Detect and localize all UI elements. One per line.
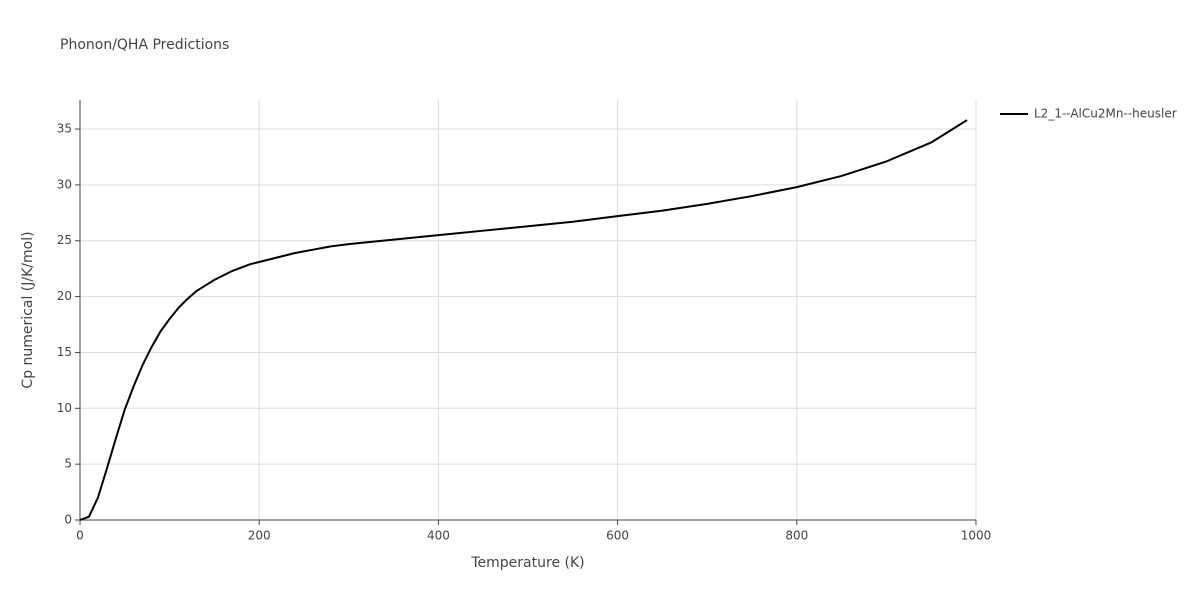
y-tick-label: 20 bbox=[57, 289, 72, 303]
y-tick-label: 30 bbox=[57, 177, 72, 191]
y-tick-label: 15 bbox=[57, 345, 72, 359]
x-axis-label: Temperature (K) bbox=[470, 555, 584, 571]
x-tick-label: 1000 bbox=[961, 529, 992, 543]
y-axis-label: Cp numerical (J/K/mol) bbox=[20, 231, 36, 388]
legend-label: L2_1--AlCu2Mn--heusler bbox=[1034, 107, 1177, 121]
x-tick-label: 800 bbox=[785, 529, 808, 543]
y-tick-label: 10 bbox=[57, 401, 72, 415]
series-line bbox=[79, 119, 968, 521]
x-tick-label: 0 bbox=[76, 529, 84, 543]
y-tick-label: 0 bbox=[64, 513, 72, 527]
x-tick-label: 600 bbox=[606, 529, 629, 543]
chart-title: Phonon/QHA Predictions bbox=[60, 37, 229, 53]
y-tick-label: 25 bbox=[57, 233, 72, 247]
y-tick-label: 5 bbox=[64, 457, 72, 471]
x-tick-label: 400 bbox=[427, 529, 450, 543]
x-tick-label: 200 bbox=[248, 529, 271, 543]
y-tick-label: 35 bbox=[57, 122, 72, 136]
